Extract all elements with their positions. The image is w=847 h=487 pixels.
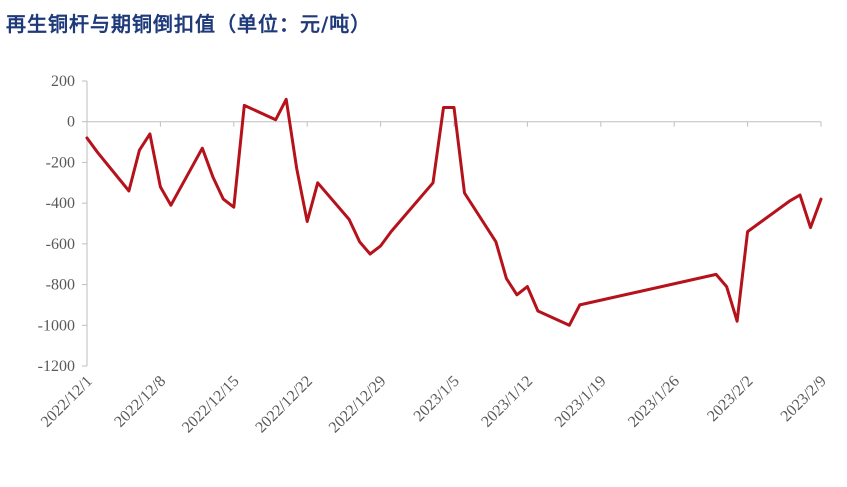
- y-tick-label: -800: [46, 277, 75, 294]
- y-tick-label: -600: [46, 236, 75, 253]
- y-tick-label: -1000: [38, 317, 75, 334]
- x-tick-label: 2022/12/15: [179, 373, 243, 437]
- x-tick-label: 2023/2/9: [778, 373, 830, 425]
- x-tick-label: 2023/1/12: [478, 373, 536, 431]
- y-tick-label: -200: [46, 154, 75, 171]
- chart-title: 再生铜杆与期铜倒扣值（单位：元/吨）: [6, 12, 372, 36]
- y-tick-label: 0: [67, 114, 75, 131]
- y-tick-label: -400: [46, 195, 75, 212]
- x-tick-label: 2022/12/22: [252, 373, 316, 437]
- x-tick-label: 2023/1/26: [625, 373, 683, 431]
- x-tick-label: 2023/1/19: [552, 373, 610, 431]
- series-line: [85, 97, 823, 327]
- y-tick-label: -1200: [38, 358, 75, 375]
- x-tick-label: 2023/1/5: [411, 373, 463, 425]
- x-tick-label: 2022/12/8: [111, 373, 169, 431]
- x-tick-label: 2022/12/29: [326, 373, 390, 437]
- x-tick-label: 2022/12/1: [38, 373, 96, 431]
- y-tick-label: 200: [51, 73, 75, 90]
- x-tick-label: 2023/2/2: [704, 373, 756, 425]
